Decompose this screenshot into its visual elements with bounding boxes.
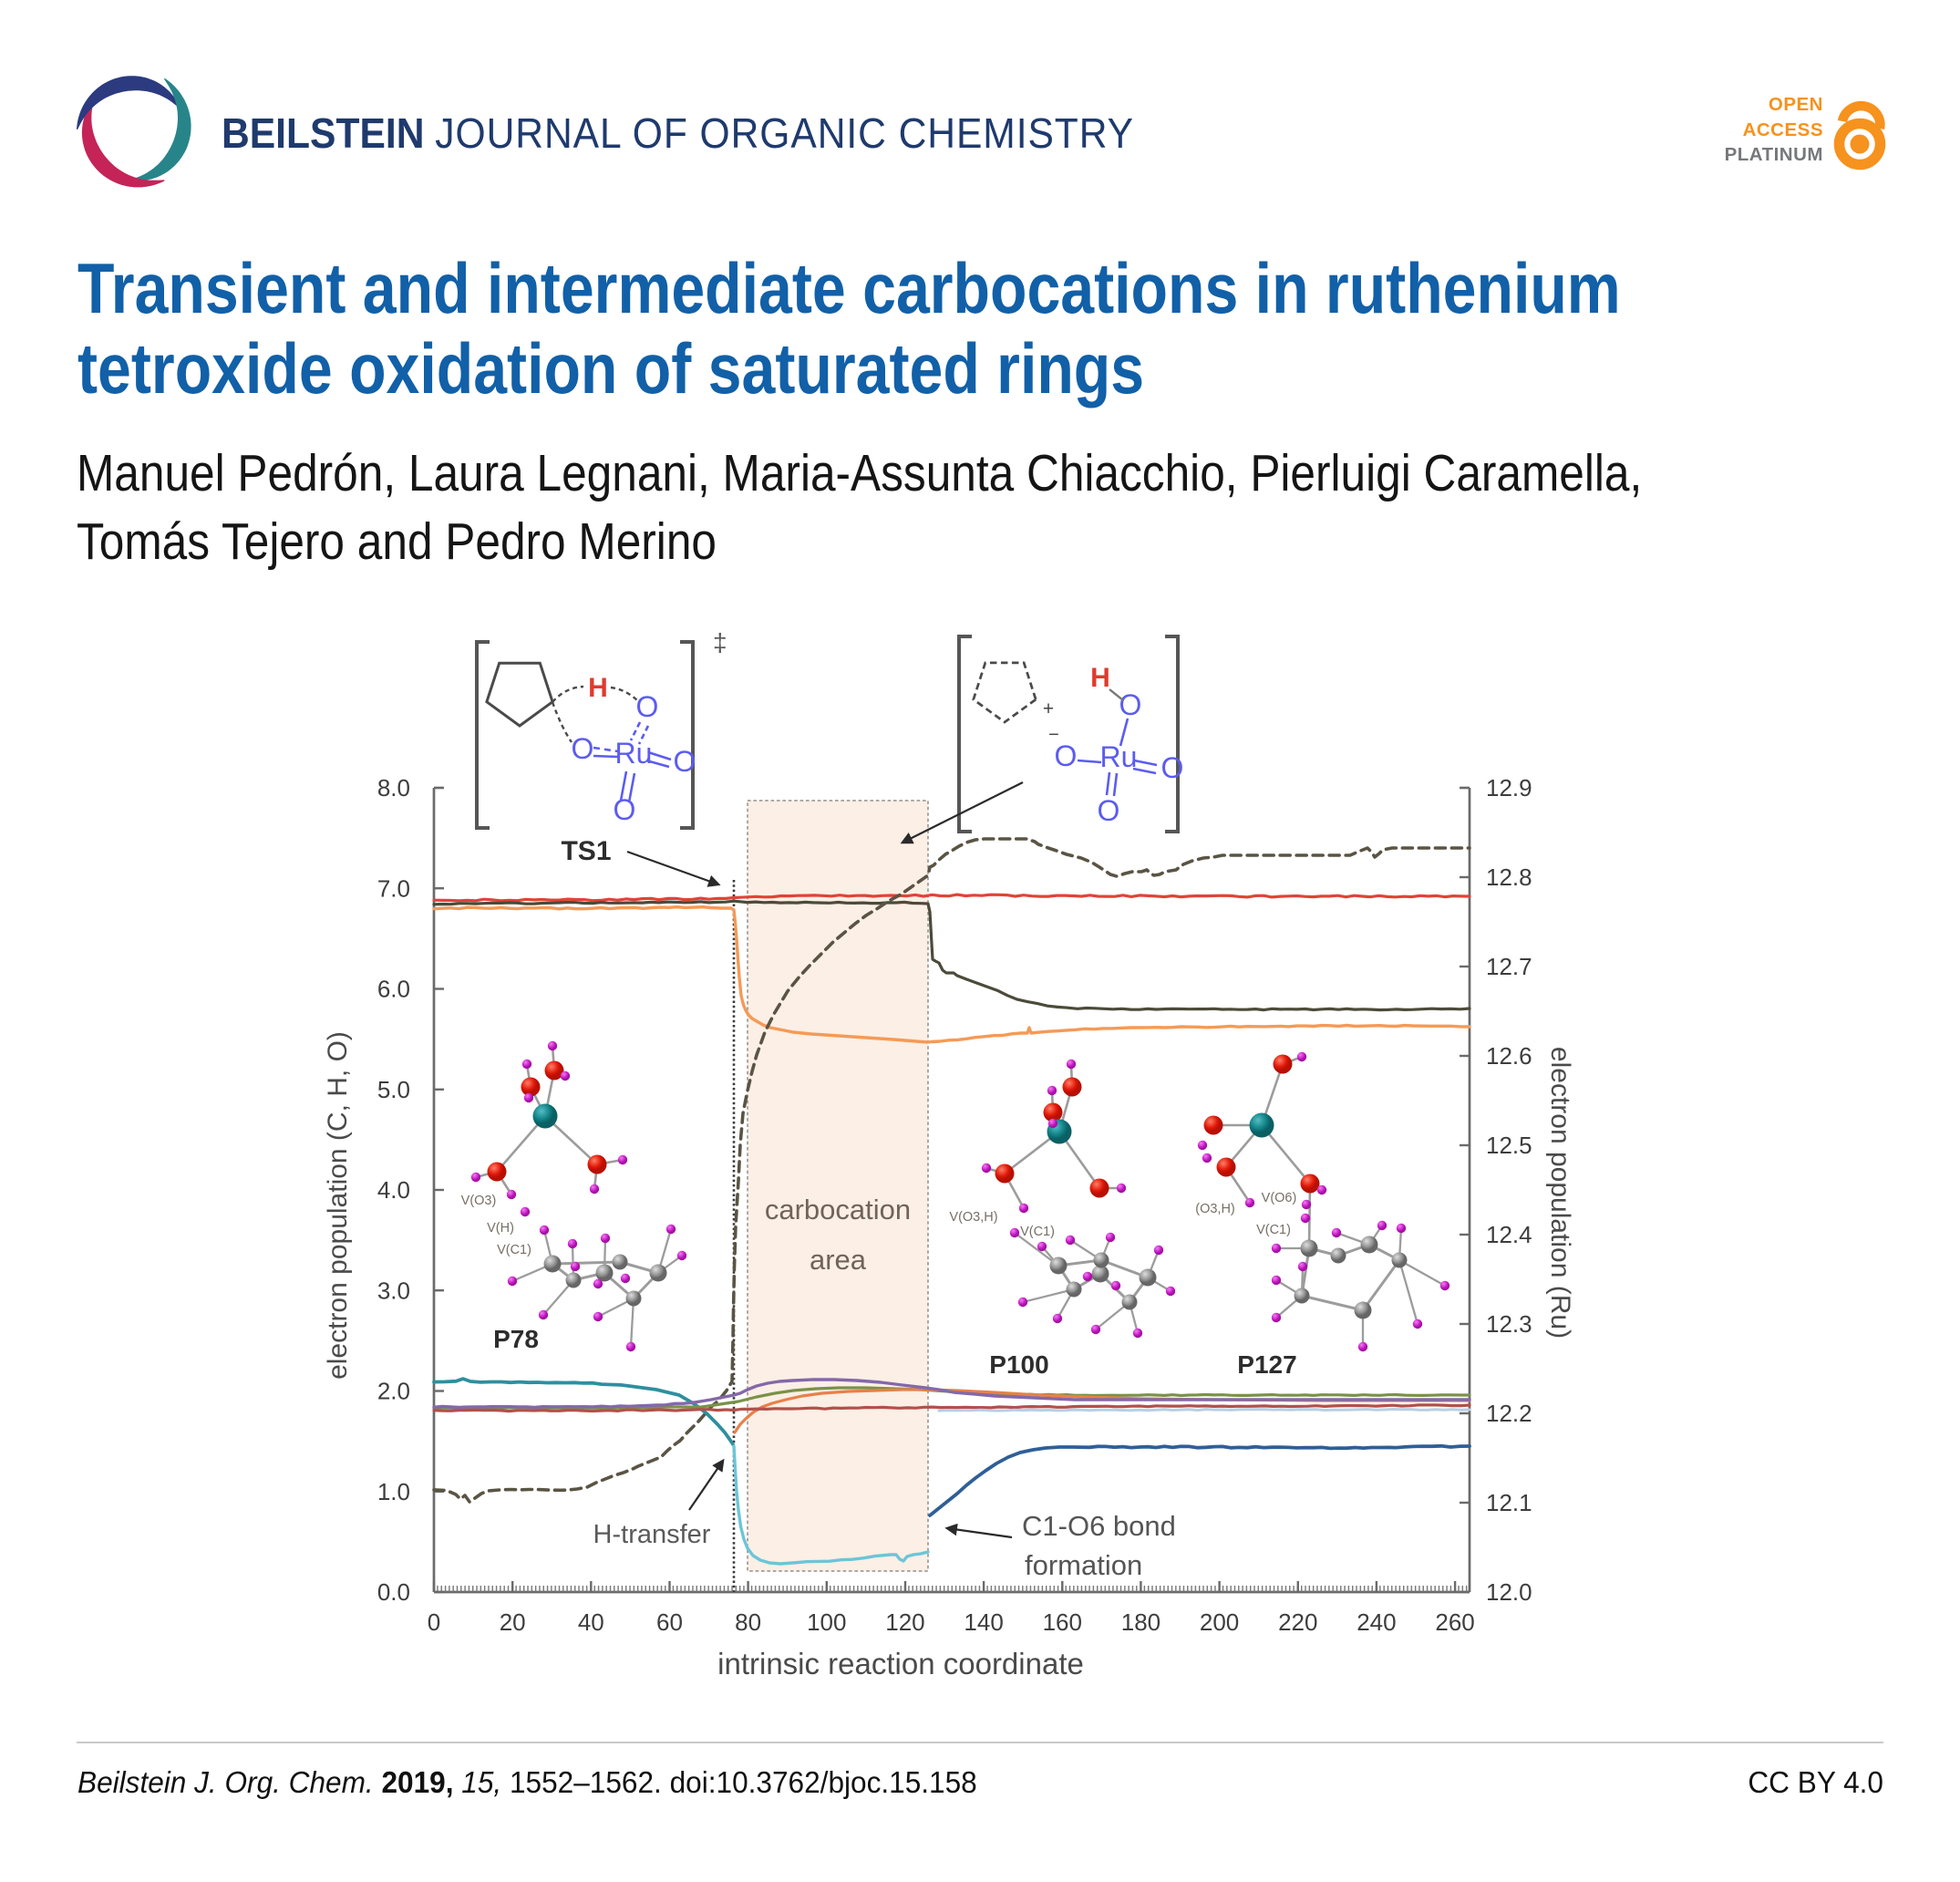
svg-text:O: O	[572, 732, 594, 765]
svg-text:160: 160	[1043, 1608, 1082, 1636]
svg-text:Ru: Ru	[615, 737, 653, 770]
svg-text:12.6: 12.6	[1486, 1042, 1532, 1070]
svg-text:formation: formation	[1025, 1549, 1142, 1581]
svg-text:8.0: 8.0	[377, 774, 410, 801]
svg-text:TS1: TS1	[561, 836, 611, 866]
svg-text:12.3: 12.3	[1486, 1310, 1532, 1338]
svg-text:P78: P78	[493, 1325, 539, 1353]
svg-text:0: 0	[428, 1608, 440, 1636]
svg-text:5.0: 5.0	[377, 1076, 410, 1103]
svg-text:O: O	[636, 690, 659, 723]
svg-text:240: 240	[1357, 1608, 1396, 1636]
svg-text:H-transfer: H-transfer	[593, 1520, 711, 1549]
svg-text:carbocation: carbocation	[765, 1194, 911, 1225]
svg-text:O: O	[1119, 688, 1142, 721]
svg-text:12.1: 12.1	[1486, 1489, 1532, 1516]
svg-text:200: 200	[1200, 1608, 1239, 1636]
svg-text:O: O	[674, 745, 696, 778]
svg-text:1.0: 1.0	[377, 1478, 410, 1505]
svg-text:12.4: 12.4	[1486, 1221, 1532, 1248]
svg-text:O: O	[1161, 751, 1184, 784]
svg-text:O: O	[614, 793, 636, 826]
svg-text:V(O6): V(O6)	[1262, 1191, 1297, 1205]
svg-text:V(C1): V(C1)	[497, 1243, 531, 1257]
svg-text:4.0: 4.0	[377, 1176, 410, 1204]
svg-text:80: 80	[735, 1608, 761, 1636]
svg-text:12.5: 12.5	[1486, 1132, 1532, 1159]
svg-text:12.8: 12.8	[1486, 863, 1532, 891]
svg-text:electron population (C, H, O): electron population (C, H, O)	[323, 1031, 353, 1380]
svg-text:P127: P127	[1237, 1350, 1296, 1379]
svg-text:−: −	[1048, 725, 1059, 745]
svg-text:20: 20	[500, 1608, 526, 1636]
svg-text:V(H): V(H)	[487, 1221, 514, 1236]
svg-text:140: 140	[964, 1608, 1003, 1636]
svg-text:(O3,H): (O3,H)	[1195, 1202, 1235, 1216]
svg-text:electron population (Ru): electron population (Ru)	[1545, 1047, 1575, 1339]
svg-text:2.0: 2.0	[377, 1378, 410, 1405]
svg-text:P100: P100	[989, 1350, 1048, 1379]
svg-text:area: area	[810, 1244, 867, 1276]
svg-text:0.0: 0.0	[377, 1578, 410, 1606]
svg-text:12.0: 12.0	[1486, 1578, 1532, 1606]
svg-text:6.0: 6.0	[377, 976, 410, 1003]
svg-text:100: 100	[807, 1608, 846, 1636]
svg-text:intrinsic reaction coordinate: intrinsic reaction coordinate	[717, 1647, 1084, 1680]
svg-text:H: H	[588, 673, 608, 703]
svg-text:+: +	[1043, 698, 1054, 719]
svg-text:O: O	[1055, 739, 1078, 772]
svg-text:260: 260	[1435, 1608, 1474, 1636]
svg-text:12.7: 12.7	[1486, 953, 1532, 980]
svg-text:7.0: 7.0	[377, 874, 410, 902]
svg-text:220: 220	[1278, 1608, 1317, 1636]
svg-text:3.0: 3.0	[377, 1277, 410, 1304]
svg-text:60: 60	[656, 1608, 683, 1636]
svg-text:40: 40	[578, 1608, 604, 1636]
svg-text:C1-O6 bond: C1-O6 bond	[1022, 1510, 1176, 1542]
svg-text:12.2: 12.2	[1486, 1400, 1532, 1427]
svg-text:V(C1): V(C1)	[1256, 1223, 1291, 1237]
svg-text:‡: ‡	[713, 628, 727, 657]
svg-text:H: H	[1090, 663, 1110, 693]
svg-text:180: 180	[1121, 1608, 1161, 1636]
svg-text:Ru: Ru	[1100, 740, 1138, 773]
svg-text:V(O3): V(O3)	[461, 1194, 497, 1208]
svg-text:120: 120	[885, 1608, 924, 1636]
svg-text:O: O	[1098, 794, 1120, 827]
svg-text:V(O3,H): V(O3,H)	[949, 1210, 997, 1225]
svg-text:12.9: 12.9	[1486, 774, 1532, 801]
svg-text:V(C1): V(C1)	[1020, 1225, 1055, 1239]
